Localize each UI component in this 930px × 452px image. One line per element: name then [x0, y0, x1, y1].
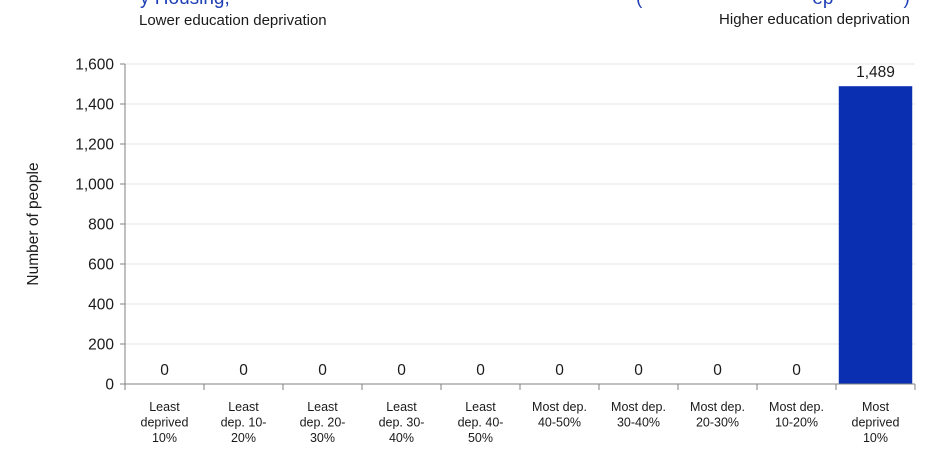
x-tick-label: Least dep. 30-40% — [379, 400, 425, 445]
data-label: 0 — [634, 362, 643, 379]
y-tick-label: 1,600 — [75, 57, 114, 74]
y-tick-label: 600 — [88, 257, 114, 274]
y-axis-title: Number of people — [25, 162, 42, 285]
x-tick-label: Least dep. 10-20% — [221, 400, 267, 445]
chart-title-left: y Housing, — [140, 0, 230, 10]
data-label: 0 — [555, 362, 564, 379]
data-label: 0 — [792, 362, 801, 379]
lower-deprivation-label: Lower education deprivation — [139, 12, 327, 29]
x-tick-label: Most dep. 40-50% — [532, 400, 587, 430]
data-label: 1,489 — [856, 64, 895, 81]
x-tick-label: Least dep. 40-50% — [458, 400, 504, 445]
x-category-labels: Least deprived 10% Least dep. 10-20% Least dep… — [141, 400, 900, 445]
chart-title: y Housing, (ep) — [0, 0, 930, 10]
data-label: 0 — [239, 362, 248, 379]
data-label: 0 — [318, 362, 327, 379]
x-tick-label: Least deprived 10% — [141, 400, 189, 445]
y-tick-label: 1,000 — [75, 177, 114, 194]
data-label: 0 — [160, 362, 169, 379]
value-labels: 0 0 0 0 0 0 0 0 0 1,489 — [160, 64, 895, 379]
x-tick-label: Least dep. 20-30% — [300, 400, 346, 445]
y-tick-label: 200 — [88, 337, 114, 354]
axes — [120, 63, 916, 390]
x-tick-label: Most dep. 10-20% — [769, 400, 824, 430]
chart-title-right: (ep) — [636, 0, 910, 10]
y-tick-labels: 0 200 400 600 800 1,000 1,200 1,400 1,600 — [75, 57, 114, 394]
gridlines — [125, 63, 915, 345]
y-tick-label: 1,400 — [75, 97, 114, 114]
higher-deprivation-label: Higher education deprivation — [719, 11, 910, 28]
bars — [838, 86, 913, 384]
data-label: 0 — [713, 362, 722, 379]
y-tick-label: 0 — [105, 377, 114, 394]
x-tick-label: Most dep. 20-30% — [690, 400, 745, 430]
y-tick-label: 1,200 — [75, 137, 114, 154]
y-tick-label: 800 — [88, 217, 114, 234]
bar — [838, 86, 913, 384]
data-label: 0 — [476, 362, 485, 379]
x-tick-label: Most dep. 30-40% — [611, 400, 666, 430]
x-tick-label: Most deprived 10% — [852, 400, 900, 445]
data-label: 0 — [397, 362, 406, 379]
y-tick-label: 400 — [88, 297, 114, 314]
